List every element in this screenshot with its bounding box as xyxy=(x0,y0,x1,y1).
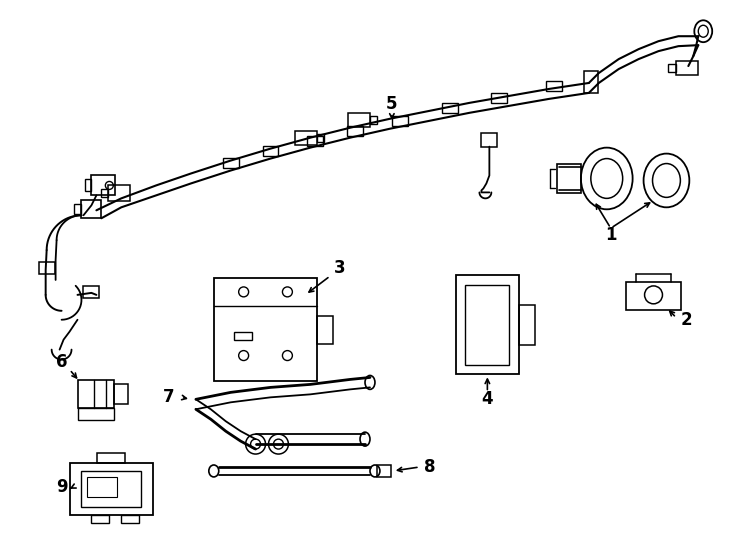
Text: 6: 6 xyxy=(56,353,68,370)
Text: 3: 3 xyxy=(334,259,346,277)
Text: 2: 2 xyxy=(680,310,692,329)
Text: 7: 7 xyxy=(163,388,175,406)
Text: 1: 1 xyxy=(605,226,617,244)
Text: 4: 4 xyxy=(482,390,493,408)
Text: 5: 5 xyxy=(386,95,398,113)
Text: 9: 9 xyxy=(56,478,68,496)
Text: 8: 8 xyxy=(424,458,435,476)
